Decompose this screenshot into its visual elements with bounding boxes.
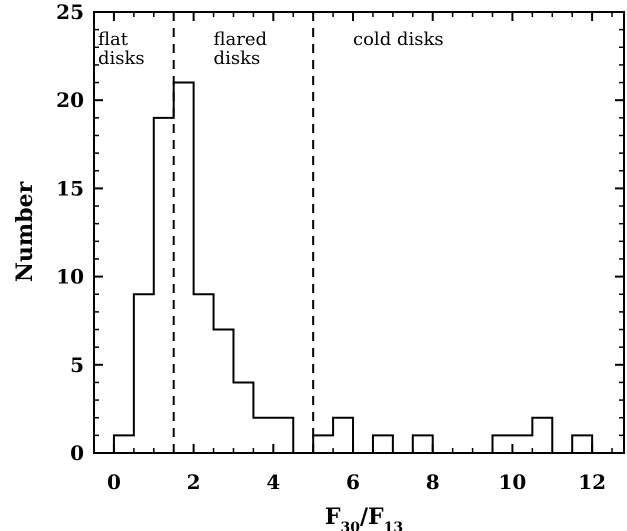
x-tick-label: 10 <box>498 470 526 494</box>
region-label: flat <box>98 29 129 50</box>
region-label: cold disks <box>353 29 444 50</box>
x-tick-label: 12 <box>578 470 606 494</box>
x-tick-label: 6 <box>346 470 360 494</box>
histogram-outline <box>112 81 613 454</box>
y-tick-label: 20 <box>56 88 84 112</box>
y-tick-label: 10 <box>56 265 84 289</box>
region-label: disks <box>98 48 145 69</box>
y-tick-label: 5 <box>70 353 84 377</box>
y-tick-label: 0 <box>70 441 84 465</box>
tick-labels: 0 2 4 6 8 10 12 0 5 10 15 20 25 <box>56 0 606 494</box>
x-tick-label: 4 <box>266 470 280 494</box>
x-axis-title: F30/F13 <box>325 504 403 531</box>
x-tick-label: 8 <box>426 470 440 494</box>
x-tick-label: 0 <box>107 470 121 494</box>
x-tick-label: 2 <box>187 470 201 494</box>
y-axis-title: Number <box>12 181 38 282</box>
y-tick-label: 25 <box>56 0 84 24</box>
y-tick-label: 15 <box>56 176 84 200</box>
region-label: disks <box>214 48 261 69</box>
region-label: flared <box>214 29 268 50</box>
